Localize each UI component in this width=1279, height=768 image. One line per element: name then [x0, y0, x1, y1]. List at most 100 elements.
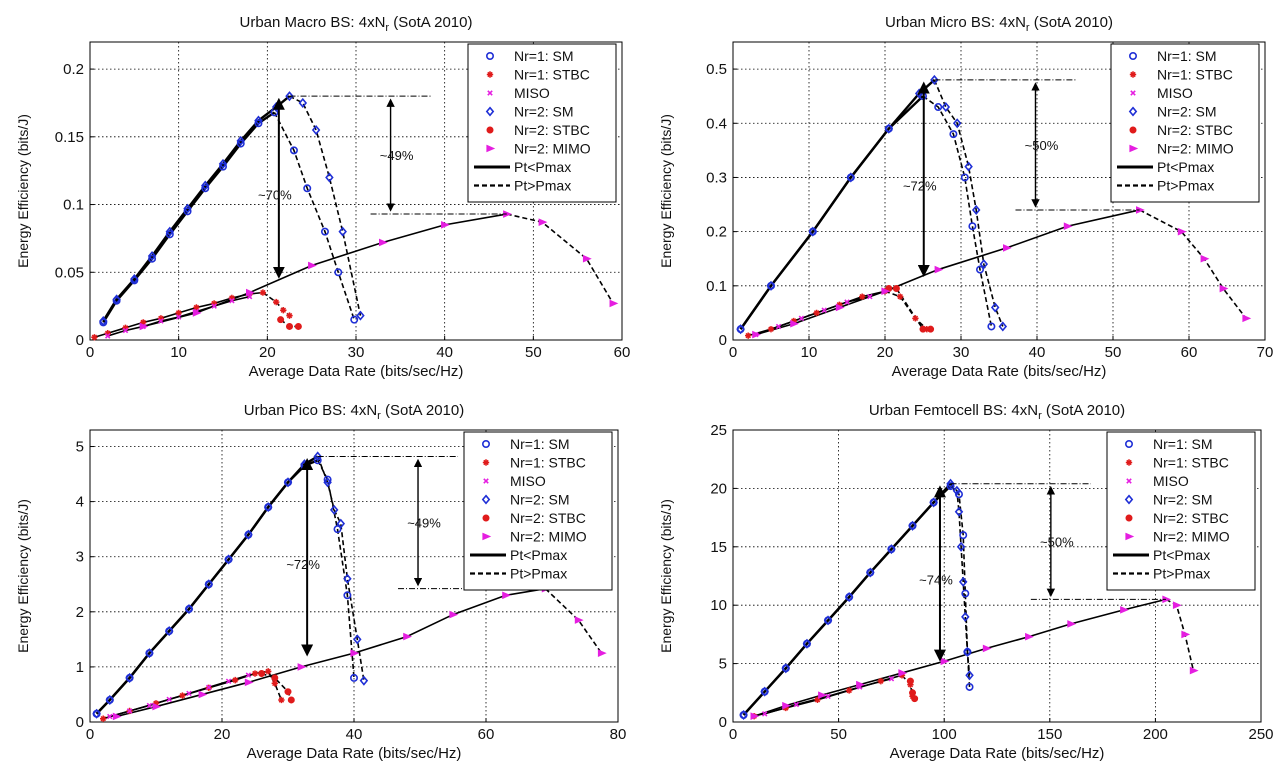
data-point — [343, 573, 352, 584]
data-point — [175, 314, 182, 320]
y-tick-label: 25 — [710, 422, 727, 439]
data-point — [125, 672, 134, 683]
series-markers — [736, 74, 1252, 339]
legend: Nr=1: SM Nr=1: STBC MISO Nr=2: SM Nr=2: STBC… — [463, 431, 613, 591]
data-point — [350, 649, 360, 657]
x-axis-label: Average Data Rate (bits/sec/Hz) — [892, 363, 1107, 380]
data-point — [320, 227, 329, 236]
y-tick-label: 0.1 — [706, 278, 727, 295]
data-point — [122, 327, 129, 334]
data-point — [158, 318, 164, 324]
legend-label: Nr=2: STBC — [514, 122, 590, 138]
legend-marker — [1129, 71, 1137, 78]
y-tick-label: 0 — [76, 714, 84, 731]
data-point — [285, 91, 294, 102]
legend-label: Nr=1: STBC — [1157, 67, 1233, 83]
legend-marker — [482, 514, 490, 522]
data-point — [1120, 606, 1129, 614]
data-point — [892, 285, 900, 293]
data-point — [1181, 630, 1191, 639]
legend-box — [467, 43, 617, 203]
legend-marker — [482, 459, 490, 466]
data-point — [818, 691, 827, 699]
y-tick-label: 3 — [76, 549, 84, 566]
data-point — [294, 322, 302, 330]
data-point — [273, 298, 280, 306]
y-tick-label: 0.5 — [706, 61, 727, 78]
data-point — [184, 604, 194, 615]
data-point — [802, 638, 812, 649]
data-point — [739, 709, 748, 721]
data-point — [236, 139, 245, 148]
data-point — [105, 694, 115, 706]
legend-label: Nr=2: SM — [514, 104, 574, 120]
legend-marker — [1126, 478, 1132, 484]
data-point — [911, 695, 919, 703]
data-point — [449, 610, 459, 619]
data-point — [884, 123, 894, 134]
data-point — [887, 544, 896, 555]
data-point — [790, 319, 800, 328]
data-point — [147, 250, 157, 262]
data-point — [888, 676, 895, 682]
legend: Nr=1: SM Nr=1: STBC MISO Nr=2: SM Nr=2: STBC… — [1106, 431, 1256, 591]
data-point — [201, 180, 210, 191]
legend-marker — [485, 51, 494, 60]
legend-label: Nr=2: MIMO — [514, 141, 591, 157]
data-point — [582, 254, 592, 263]
data-point — [183, 203, 192, 214]
x-tick-label: 50 — [525, 344, 542, 361]
data-point — [258, 670, 266, 678]
data-point — [767, 325, 775, 333]
series-line-solid — [116, 587, 546, 718]
data-point — [139, 322, 149, 331]
data-point — [122, 324, 129, 332]
legend-label: MISO — [1157, 85, 1193, 101]
data-point — [963, 646, 972, 657]
data-point — [232, 676, 239, 684]
series-markers — [92, 451, 607, 722]
data-point — [597, 649, 607, 657]
data-point — [934, 265, 944, 274]
data-point — [283, 477, 293, 488]
x-tick-label: 30 — [953, 344, 970, 361]
y-tick-label: 0.3 — [706, 169, 727, 186]
legend-box — [1106, 431, 1256, 591]
legend-marker — [1125, 439, 1134, 448]
y-tick-label: 0 — [719, 332, 727, 349]
x-tick-label: 50 — [1105, 344, 1122, 361]
chart-title-subscript: r — [1026, 22, 1030, 34]
y-tick-label: 5 — [719, 656, 727, 673]
y-tick-label: 15 — [710, 539, 727, 556]
data-point — [814, 696, 821, 704]
series-line-dashed — [316, 459, 355, 678]
chart-title-suffix: (SotA 2010) — [389, 14, 472, 31]
data-point — [845, 687, 853, 694]
legend-label: Pt>Pmax — [514, 178, 571, 194]
data-point — [379, 238, 388, 247]
data-point — [211, 303, 217, 309]
x-tick-label: 20 — [877, 344, 894, 361]
annotation-label-2: ~50% — [1040, 535, 1074, 550]
legend-marker — [485, 106, 495, 117]
data-point — [846, 172, 856, 183]
data-point — [297, 663, 307, 671]
data-point — [140, 319, 147, 326]
legend-label: Nr=2: MIMO — [510, 529, 587, 545]
data-point — [278, 696, 285, 704]
data-point — [987, 322, 996, 331]
legend-label: MISO — [514, 85, 550, 101]
data-point — [179, 692, 186, 699]
data-point — [823, 615, 833, 626]
chart-title-subscript: r — [1038, 410, 1042, 422]
data-point — [856, 680, 865, 689]
x-tick-label: 100 — [932, 726, 957, 743]
chart-panel-4: 0 50 100 150 200 250 0 5 10 15 20 25 Urban Femtocell… — [658, 402, 1274, 762]
data-point — [912, 315, 919, 322]
x-tick-label: 70 — [1257, 344, 1274, 361]
data-point — [956, 541, 966, 552]
x-tick-label: 200 — [1143, 726, 1168, 743]
legend-label: Pt>Pmax — [510, 566, 567, 582]
legend-marker — [1124, 494, 1134, 505]
annotation-label-1: ~70% — [258, 187, 292, 202]
